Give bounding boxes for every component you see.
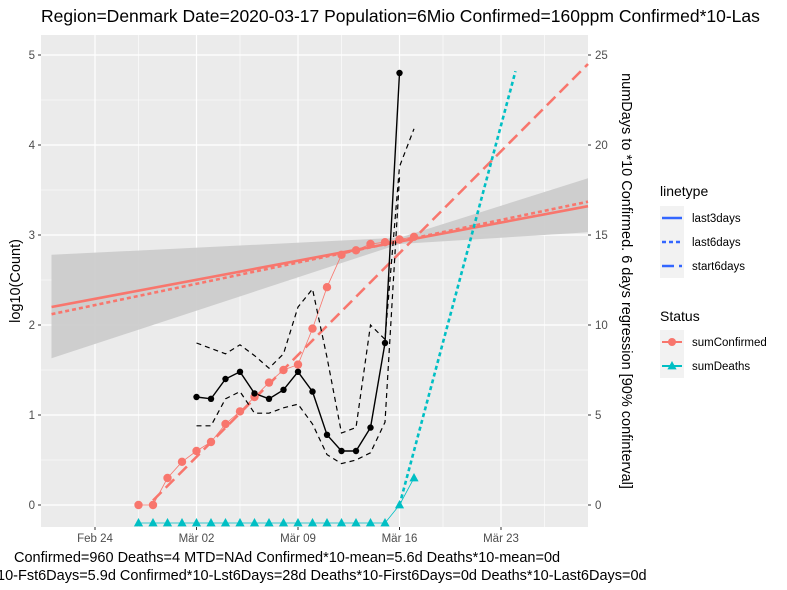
sumConfirmed-point	[264, 378, 274, 387]
numDays-upper-line	[196, 128, 415, 434]
y-axis-ticks: 0 1 2 3 4 5	[29, 50, 41, 512]
y-tick-label: 3	[29, 230, 35, 242]
y2-tick-label: 15	[595, 230, 608, 242]
sumDeaths-point	[177, 518, 187, 527]
numDays-point	[222, 375, 229, 383]
numDays-point	[207, 395, 215, 402]
y2-tick-label: 10	[595, 320, 608, 332]
sumDeaths-point	[162, 518, 173, 527]
y2-tick-label: 5	[595, 410, 601, 422]
numDays-point	[265, 395, 273, 402]
legend-key-point	[668, 338, 676, 346]
sumConfirmed-point	[380, 238, 390, 247]
legend-label-start6days: start6days	[692, 261, 745, 273]
footer-line-1: Confirmed=960 Deaths=4 MTD=NAd Confirmed…	[14, 550, 560, 566]
sumDeaths-point	[191, 518, 202, 527]
x-tick-label: Mär 16	[382, 533, 418, 545]
sumDeaths-point	[409, 473, 419, 482]
sumDeaths-point	[133, 518, 144, 527]
y2-axis-label: numDays to *10 Confirmed. 6 days regress…	[618, 73, 634, 489]
sumDeaths-point	[322, 518, 332, 527]
sumConfirmed-point	[235, 407, 245, 416]
sumConfirmed-point	[134, 500, 143, 510]
x-tick-label: Feb 24	[77, 533, 113, 545]
x-tick-label: Mär 02	[179, 533, 215, 545]
legend-label-last6days: last6days	[692, 237, 741, 249]
sumConfirmed-point	[177, 457, 187, 466]
last6days-fit-line	[51, 204, 589, 309]
numDays-point	[352, 447, 360, 455]
sumDeaths-point	[380, 518, 390, 527]
sumConfirmed-point	[308, 324, 317, 333]
legend-status-title: Status	[660, 308, 700, 324]
sumConfirmed-point	[293, 360, 303, 369]
sumDeaths-point	[278, 518, 289, 527]
x-tick-label: Mär 23	[483, 533, 519, 545]
chart-title: Region=Denmark Date=2020-03-17 Populatio…	[41, 6, 760, 26]
x-tick-label: Mär 09	[280, 533, 316, 545]
sumConfirmed-point	[206, 437, 216, 447]
sumConfirmed-point	[221, 419, 230, 429]
legend-label-last3days: last3days	[692, 213, 741, 225]
numDays-point	[193, 393, 200, 401]
y-tick-label: 0	[29, 500, 35, 512]
sumConfirmed-point	[337, 250, 346, 259]
sumConfirmed-point	[322, 283, 332, 292]
sumDeaths-point	[264, 518, 274, 527]
sumDeaths-point	[394, 500, 405, 509]
sumDeaths-point	[307, 518, 318, 527]
legend-status: Status sumConfirmed sumDeaths	[660, 308, 767, 378]
numDays-point	[367, 424, 374, 431]
y-tick-label: 4	[29, 140, 36, 152]
start6days-fit-line	[152, 63, 589, 502]
y-tick-label: 1	[29, 410, 35, 422]
legend-label-sumConfirmed: sumConfirmed	[692, 337, 767, 349]
y2-tick-label: 0	[595, 500, 601, 512]
sumConfirmed-point	[279, 365, 288, 375]
sumDeaths-point	[365, 518, 376, 527]
y-axis-label: log10(Count)	[8, 239, 24, 323]
sumDeaths-point	[351, 518, 361, 527]
sumConfirmed-point	[351, 246, 361, 255]
last3days-fit-line	[51, 200, 589, 316]
confidence-band	[51, 178, 588, 359]
y-tick-label: 2	[29, 320, 35, 332]
numDays-point	[294, 368, 302, 375]
sumConfirmed-point	[148, 500, 158, 510]
sumConfirmed-point	[366, 239, 375, 249]
numDays-point	[280, 386, 287, 393]
y-tick-label: 5	[29, 50, 35, 62]
legend-key-point	[667, 361, 677, 370]
sumConfirmed-point	[192, 446, 201, 456]
deaths-fit-line	[398, 70, 517, 506]
sumDeaths-point	[220, 518, 231, 527]
legend-linetype-title: linetype	[660, 183, 708, 199]
sumConfirmed-point	[395, 235, 404, 244]
sumDeaths-point	[293, 518, 303, 527]
sumConfirmed-point	[409, 232, 419, 241]
numDays-point	[251, 390, 258, 397]
y2-tick-label: 20	[595, 140, 608, 152]
sumDeaths-point	[206, 518, 216, 527]
numDays-point	[381, 339, 389, 347]
y2-axis-ticks: 0 5 10 15 20 25	[588, 50, 608, 512]
sumDeaths-point	[336, 518, 347, 527]
numDays-point	[309, 388, 316, 395]
confidence-band-area	[51, 178, 588, 359]
numDays-point	[338, 447, 345, 455]
sumConfirmed-point	[163, 473, 172, 483]
y2-tick-label: 25	[595, 50, 608, 62]
legend-linetype: linetype last3days last6days start6days	[660, 183, 745, 278]
legend-label-sumDeaths: sumDeaths	[692, 361, 750, 373]
numDays-point	[396, 69, 403, 77]
sumDeaths-point	[148, 518, 158, 527]
sumDeaths-point	[235, 518, 245, 527]
x-axis-ticks: Feb 24 Mär 02 Mär 09 Mär 16 Mär 23	[77, 527, 519, 545]
footer-line-2: 10-Fst6Days=5.9d Confirmed*10-Lst6Days=2…	[0, 568, 647, 584]
sumDeaths-point	[249, 518, 260, 527]
numDays-point	[236, 368, 244, 375]
series-points	[133, 69, 419, 527]
numDays-point	[323, 431, 331, 438]
